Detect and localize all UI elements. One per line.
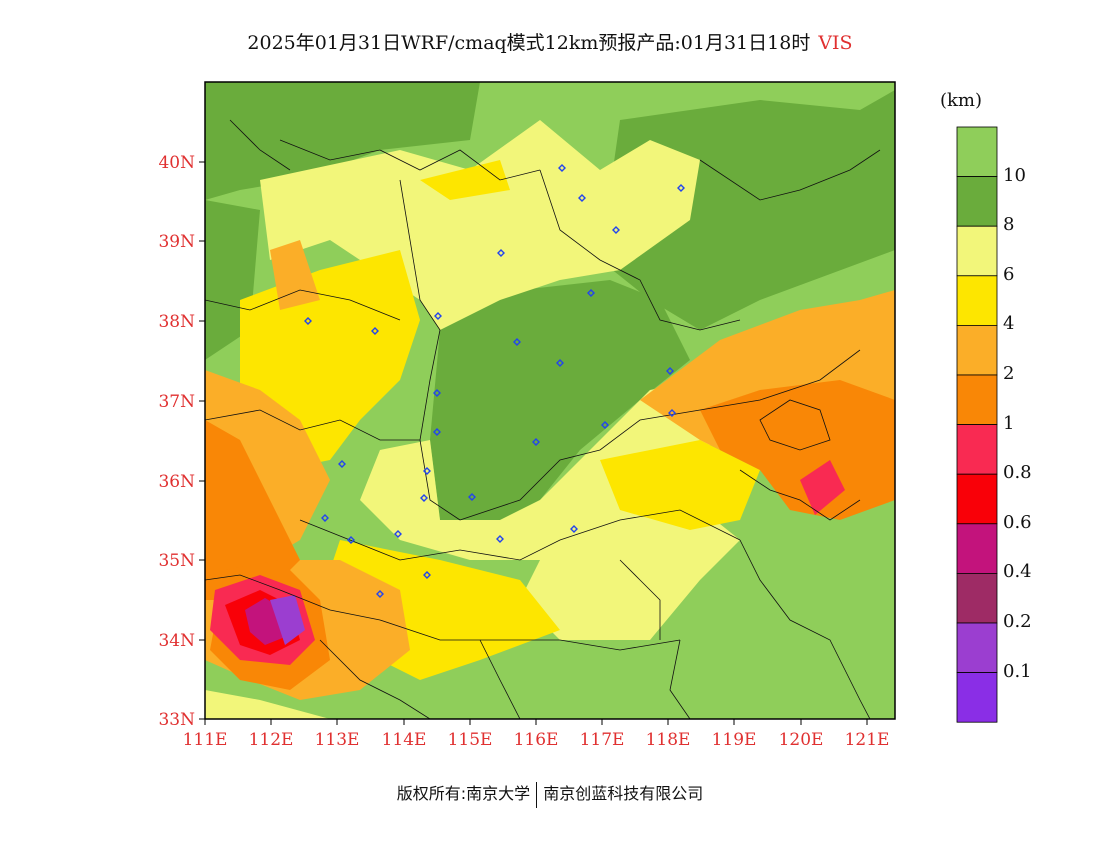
- colorbar-swatch: [956, 176, 998, 227]
- colorbar-label: 0.8: [1003, 462, 1032, 484]
- lat-label: 38N: [158, 312, 195, 332]
- colorbar-swatch: [956, 324, 998, 376]
- colorbar-swatch: [956, 126, 998, 177]
- lon-label: 117E: [580, 730, 625, 750]
- colorbar-label: 2: [1003, 363, 1015, 384]
- lon-label: 118E: [646, 730, 691, 750]
- title-main: 2025年01月31日WRF/cmaq模式12km预报产品:01月31日18时: [247, 32, 811, 54]
- colorbar-label: 0.1: [1003, 660, 1032, 682]
- colorbar-label: 1: [1003, 412, 1015, 434]
- title-variable: VIS: [818, 32, 853, 54]
- lat-label: 39N: [158, 232, 195, 252]
- colorbar-swatch: [956, 622, 998, 673]
- lon-label: 114E: [382, 730, 427, 750]
- colorbar-swatch: [956, 523, 998, 574]
- lon-label: 113E: [315, 730, 360, 750]
- lon-label: 112E: [249, 730, 294, 750]
- colorbar-swatch: [956, 573, 998, 624]
- latitude-labels: 40N 39N 38N 37N 36N 35N 34N 33N: [158, 153, 195, 730]
- copyright-footer: 版权所有:南京大学 南京创蓝科技有限公司: [0, 780, 1100, 808]
- footer-left: 版权所有:南京大学: [396, 784, 531, 803]
- lon-label: 116E: [514, 730, 559, 750]
- colorbar: [956, 126, 998, 723]
- lon-label: 115E: [448, 730, 493, 750]
- province-boundaries: [205, 119, 881, 719]
- lon-label: 111E: [183, 730, 228, 750]
- footer-separator: [536, 781, 538, 808]
- colorbar-swatch: [956, 672, 998, 723]
- lat-label: 36N: [158, 472, 195, 492]
- colorbar-swatch: [956, 225, 998, 277]
- colorbar-label: 0.6: [1003, 511, 1032, 533]
- lon-label: 121E: [845, 730, 890, 750]
- station-markers: [304, 164, 685, 598]
- map-title: 2025年01月31日WRF/cmaq模式12km预报产品:01月31日18时 V…: [0, 28, 1100, 55]
- lat-label: 35N: [158, 551, 195, 571]
- legend-unit: (km): [940, 90, 983, 111]
- colorbar-label: 6: [1003, 263, 1015, 285]
- lon-label: 119E: [712, 730, 757, 750]
- visibility-field: [205, 82, 895, 719]
- colorbar-swatch: [956, 424, 998, 475]
- colorbar-swatch: [956, 275, 998, 326]
- lat-label: 33N: [158, 710, 195, 730]
- longitude-labels: 111E 112E 113E 114E 115E 116E 117E 118E …: [183, 730, 890, 750]
- lat-label: 37N: [158, 392, 195, 412]
- colorbar-swatch: [956, 473, 998, 525]
- colorbar-label: 4: [1003, 313, 1015, 335]
- colorbar-label: 10: [1003, 164, 1026, 186]
- lat-label: 34N: [158, 631, 195, 651]
- axis-ticks: [199, 161, 868, 725]
- lat-label: 40N: [158, 153, 195, 173]
- footer-right: 南京创蓝科技有限公司: [543, 784, 704, 803]
- colorbar-label: 0.4: [1003, 561, 1032, 583]
- colorbar-swatch: [956, 374, 998, 425]
- lon-label: 120E: [779, 730, 824, 750]
- colorbar-label: 8: [1003, 214, 1015, 236]
- colorbar-label: 0.2: [1003, 611, 1032, 632]
